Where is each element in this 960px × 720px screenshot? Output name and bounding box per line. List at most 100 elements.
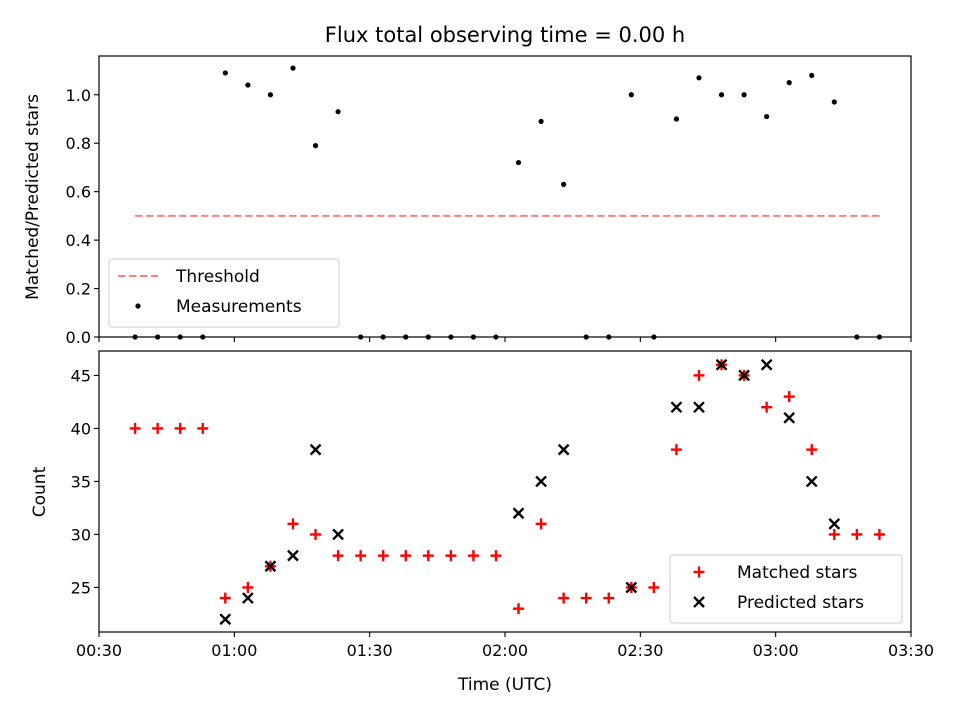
matched-stars-point xyxy=(332,550,344,562)
measurements-point xyxy=(876,334,883,340)
y-tick-label: 25 xyxy=(71,578,91,597)
measurements-point xyxy=(764,113,770,120)
measurements-point xyxy=(470,334,477,340)
matched-stars-point xyxy=(761,401,773,413)
measurements-point xyxy=(493,334,499,340)
measurements-point xyxy=(583,334,589,340)
measurements-point xyxy=(718,92,725,98)
x-tick-label: 01:00 xyxy=(211,641,257,660)
y-tick-label: 0.6 xyxy=(66,183,91,202)
predicted-stars-point xyxy=(805,475,818,488)
predicted-stars-point xyxy=(625,581,638,594)
predicted-stars-point xyxy=(715,358,728,371)
matched-stars-point xyxy=(806,444,818,456)
predicted-stars-point xyxy=(219,613,232,626)
predicted-stars-point xyxy=(670,401,683,414)
predicted-stars-point xyxy=(535,475,547,488)
matched-stars-point xyxy=(377,550,389,562)
measurements-point xyxy=(200,334,206,340)
matched-stars-point xyxy=(467,550,479,562)
matched-stars-point xyxy=(783,391,795,403)
measurements-point xyxy=(673,116,680,122)
bottom-y-axis-label: Count xyxy=(30,466,50,517)
legend-box xyxy=(669,554,903,624)
y-tick-label: 0.2 xyxy=(66,280,91,299)
predicted-stars-point xyxy=(738,369,750,382)
x-tick-label: 02:30 xyxy=(617,641,663,660)
measurements-point xyxy=(425,334,431,340)
y-tick-label: 30 xyxy=(71,525,91,544)
measurements-point xyxy=(155,334,161,340)
measurements-point xyxy=(380,334,386,340)
y-tick-label: 1.0 xyxy=(66,86,91,105)
matched-stars-point xyxy=(851,528,863,540)
x-tick-label: 02:00 xyxy=(482,641,528,660)
matched-stars-point xyxy=(355,550,367,562)
y-tick-label: 35 xyxy=(71,472,91,491)
matched-stars-point xyxy=(828,528,840,540)
predicted-stars-point xyxy=(828,517,841,530)
measurements-point xyxy=(651,334,657,340)
legend-marker-swatch xyxy=(135,303,141,309)
matched-stars-point xyxy=(242,581,254,593)
predicted-stars-point xyxy=(309,443,322,456)
top-plot-area: 0.0 0.2 0.4 0.6 0.8 1.0 Threshold Measurements xyxy=(66,55,912,347)
top-panel: Flux total observing time = 0.00 h Match… xyxy=(23,23,912,347)
measurements-point xyxy=(515,159,522,166)
matched-stars-point xyxy=(445,550,457,562)
predicted-stars-point xyxy=(512,507,525,520)
y-tick-label: 45 xyxy=(71,366,91,385)
legend-marker-swatch xyxy=(693,596,705,608)
matched-stars-point xyxy=(400,550,412,562)
y-tick-label: 0.4 xyxy=(66,231,91,250)
measurements-point xyxy=(132,334,138,340)
measurements-point xyxy=(448,334,454,340)
measurements-point xyxy=(177,334,183,340)
matched-stars-point xyxy=(287,518,299,530)
top-chart-title: Flux total observing time = 0.00 h xyxy=(325,23,685,47)
matched-stars-point xyxy=(219,592,231,604)
measurements-point xyxy=(245,82,251,88)
measurements-point xyxy=(696,75,702,81)
measurements-point xyxy=(538,118,544,125)
matched-stars-point xyxy=(152,422,164,434)
predicted-stars-point xyxy=(783,411,796,424)
x-tick-label: 03:00 xyxy=(753,641,799,660)
matched-stars-point xyxy=(580,592,592,604)
matched-stars-point xyxy=(693,369,705,381)
matched-stars-point xyxy=(513,603,525,615)
y-tick-label: 0.0 xyxy=(66,328,91,347)
predicted-stars-point xyxy=(332,528,344,541)
measurements-point xyxy=(267,92,274,98)
measurements-point xyxy=(854,334,860,340)
top-y-axis-label: Matched/Predicted stars xyxy=(23,94,43,300)
matched-stars-point xyxy=(873,528,885,540)
matched-stars-point xyxy=(490,550,502,562)
measurements-point xyxy=(831,99,837,105)
measurements-point xyxy=(403,334,409,340)
predicted-stars-point xyxy=(557,443,570,456)
measurements-point xyxy=(561,181,567,187)
matched-stars-point xyxy=(670,444,682,456)
predicted-stars-point xyxy=(264,560,277,573)
matched-stars-point xyxy=(558,592,570,604)
bottom-x-axis-label: Time (UTC) xyxy=(457,675,552,695)
matched-stars-point xyxy=(422,550,434,562)
y-tick-label: 0.8 xyxy=(66,134,91,153)
legend-entry-label: Matched stars xyxy=(737,563,857,583)
x-tick-label: 00:30 xyxy=(76,641,122,660)
measurements-point xyxy=(335,109,341,115)
matched-stars-point xyxy=(648,581,660,593)
matched-stars-point xyxy=(603,592,615,604)
bottom-plot-area: 25 30 35 40 45 00:30 01:00 01:30 02:00 02:30 03:00… xyxy=(71,350,934,660)
measurements-point xyxy=(290,65,296,71)
legend-box xyxy=(108,258,340,328)
matched-stars-point xyxy=(197,422,209,434)
legend-entry-label: Measurements xyxy=(176,297,302,317)
bottom-panel: Time (UTC) Count 25 30 35 40 45 00:30 01:00 01:… xyxy=(30,350,934,695)
legend-entry-label: Predicted stars xyxy=(737,593,864,613)
predicted-stars-point xyxy=(287,549,299,562)
predicted-stars-point xyxy=(693,401,705,414)
matched-stars-point xyxy=(310,528,322,540)
